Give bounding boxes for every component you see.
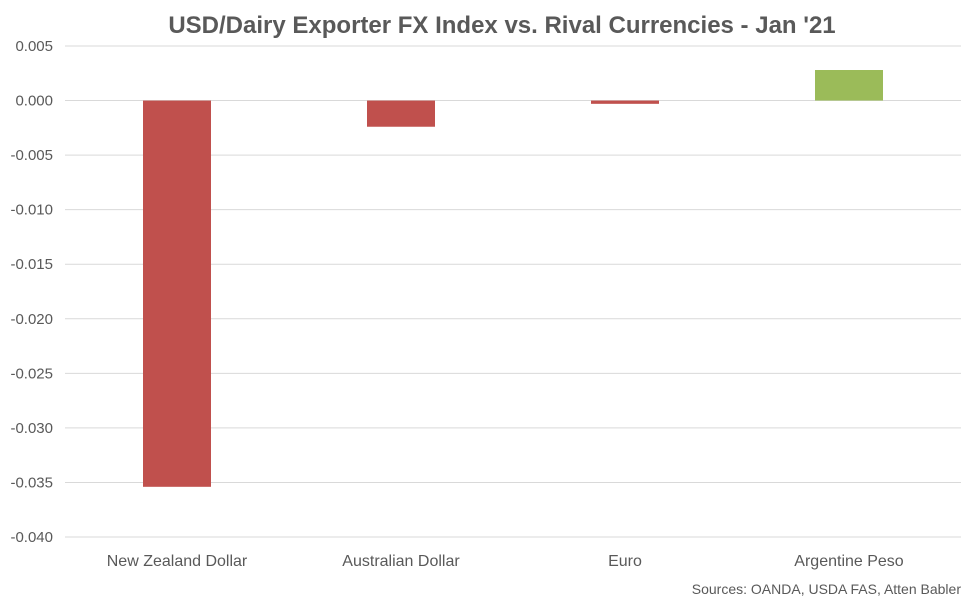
bar-euro [591,100,659,104]
x-tick-label: Euro [608,553,642,570]
y-tick-label: -0.015 [10,256,53,273]
y-tick-label: -0.025 [10,365,53,382]
bars [143,70,883,487]
y-tick-label: -0.005 [10,147,53,164]
y-tick-label: 0.000 [15,93,53,110]
x-tick-label: Australian Dollar [342,553,460,570]
bar-australian-dollar [367,100,435,127]
y-tick-label: -0.020 [10,311,53,328]
y-tick-label: -0.040 [10,529,53,546]
y-axis-ticks: 0.005 0.000 -0.005 -0.010 -0.015 -0.020 -0.025… [10,38,53,546]
bar-new-zealand-dollar [143,100,211,487]
y-tick-label: -0.030 [10,420,53,437]
x-tick-label: New Zealand Dollar [107,553,248,570]
x-tick-label: Argentine Peso [794,553,904,570]
y-tick-label: 0.005 [15,38,53,55]
bar-argentine-peso [815,70,883,101]
gridlines [65,45,961,538]
y-tick-label: -0.010 [10,202,53,219]
chart-title: USD/Dairy Exporter FX Index vs. Rival Cu… [168,12,835,39]
x-axis-ticks: New Zealand Dollar Australian Dollar Euro A… [107,553,904,570]
source-note: Sources: OANDA, USDA FAS, Atten Babler [692,581,962,597]
y-tick-label: -0.035 [10,474,53,491]
